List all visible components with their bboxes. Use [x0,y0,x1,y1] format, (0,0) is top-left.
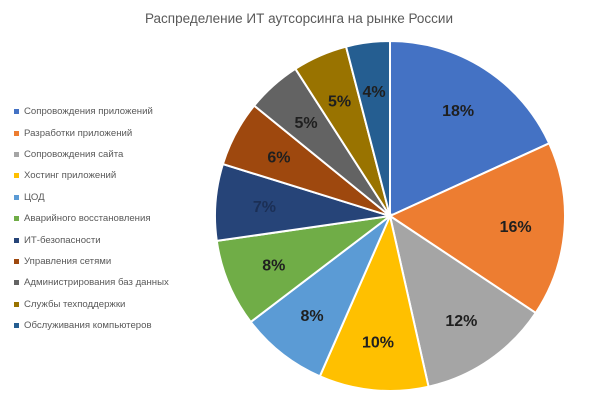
legend-label: Сопровождения приложений [24,106,153,118]
legend-swatch [14,151,19,157]
legend-item: Администрирования баз данных [14,272,214,293]
legend-item: Разработки приложений [14,122,214,143]
pie-slice [388,213,538,388]
legend-swatch [14,301,19,307]
legend-swatch [14,280,19,286]
legend-swatch [14,194,19,200]
legend-label: Разработки приложений [24,127,133,139]
slice-data-label: 10% [362,334,394,351]
legend-item: Сопровождения приложений [14,101,214,122]
pie-slice [387,141,566,315]
legend-swatch [14,323,19,329]
legend-label: Управления сетями [24,255,112,267]
slice-data-label: 12% [445,313,477,330]
legend-item: Аварийного восстановления [14,208,214,229]
legend-label: Службы техподдержки [24,298,126,310]
pie-slice [249,212,393,378]
slice-data-label: 5% [294,115,317,132]
slice-data-label: 8% [262,258,285,275]
slice-data-label: 16% [500,219,532,236]
legend-item: Сопровождения сайта [14,144,214,165]
legend-label: ИТ-безопасности [24,234,101,246]
legend-item: Хостинг приложений [14,165,214,186]
legend-swatch [14,173,19,179]
legend-item: ИТ-безопасности [14,229,214,250]
legend-label: Администрирования баз данных [24,277,169,289]
legend-label: ЦОД [24,191,45,203]
legend-item: Обслуживания компьютеров [14,315,214,336]
pie-slice [318,212,430,392]
chart-title: Распределение ИТ аутсорсинга на рынке Ро… [144,11,453,26]
legend-item: ЦОД [14,187,214,208]
slice-data-label: 4% [362,84,385,101]
pie-slice [344,39,391,217]
legend-label: Хостинг приложений [24,170,117,182]
legend-swatch [14,130,19,136]
slice-data-label: 6% [267,150,290,167]
slice-data-label: 5% [328,94,351,111]
chart-legend: Сопровождения приложений Разработки прило… [14,101,214,336]
legend-item: Управления сетями [14,251,214,272]
legend-swatch [14,258,19,264]
slice-data-label: 8% [301,308,324,325]
legend-item: Службы техподдержки [14,294,214,315]
slice-data-label: 7% [253,199,276,216]
legend-label: Аварийного восстановления [24,213,151,225]
slice-data-label: 18% [442,103,474,120]
legend-swatch [14,216,19,222]
pie-slice [215,214,394,324]
legend-label: Обслуживания компьютеров [24,320,152,332]
legend-label: Сопровождения сайта [24,148,124,160]
pie-slice [389,39,551,218]
legend-swatch [14,109,19,115]
legend-swatch [14,237,19,243]
